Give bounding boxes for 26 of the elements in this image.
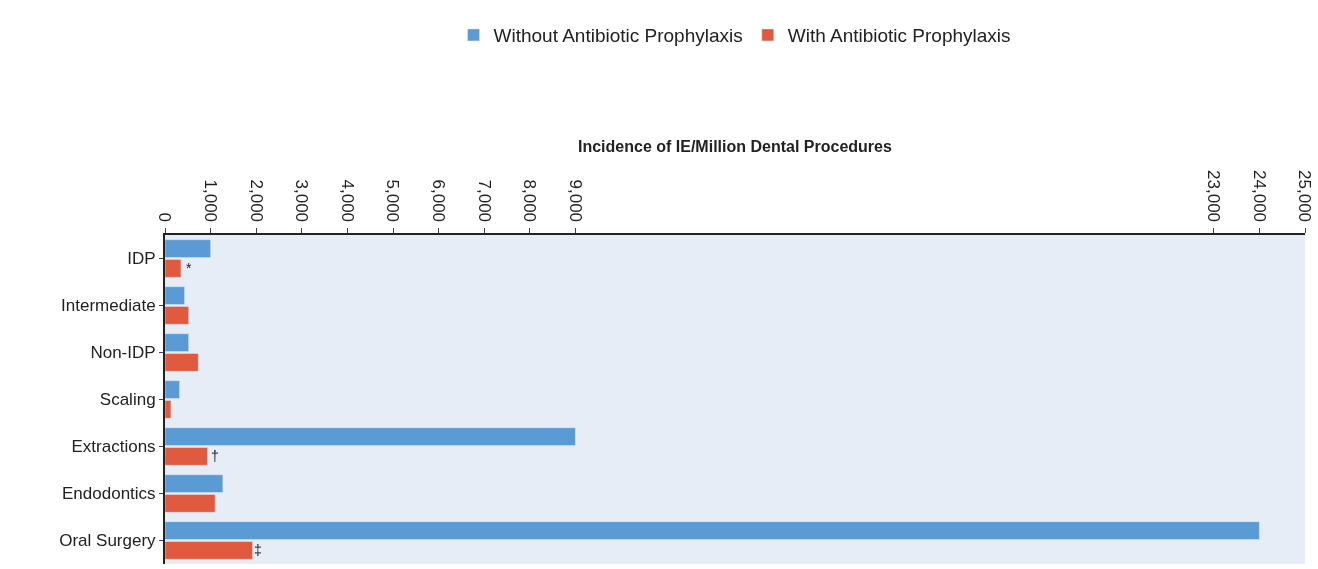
y-tick-label: Non-IDP <box>90 343 156 363</box>
x-tick-label: 25,000 <box>1295 170 1315 223</box>
annotation: * <box>186 260 192 276</box>
y-tick-label: Endodontics <box>62 484 156 504</box>
x-tick-label: 3,000 <box>292 179 312 223</box>
x-tick-label: 9,000 <box>565 179 585 223</box>
x-tick-label: 2,000 <box>246 179 266 223</box>
legend-label: With Antibiotic Prophylaxis <box>787 25 1011 47</box>
annotation: † <box>211 448 219 464</box>
y-tick-label: IDP <box>127 249 156 269</box>
x-tick-label: 23,000 <box>1204 170 1224 223</box>
x-tick-label: 5,000 <box>383 179 403 223</box>
y-tick-label: Extractions <box>71 437 156 457</box>
x-tick-label: 7,000 <box>474 179 494 223</box>
x-axis-title: Incidence of IE/Million Dental Procedures <box>578 138 892 155</box>
x-tick-label: 6,000 <box>429 179 449 223</box>
x-tick-label: 24,000 <box>1249 170 1269 223</box>
annotation: ‡ <box>254 542 262 558</box>
x-tick-label: 0 <box>155 212 175 223</box>
y-tick-label: Oral Surgery <box>59 531 157 551</box>
x-tick-label: 1,000 <box>201 179 221 223</box>
x-tick-label: 4,000 <box>337 179 357 223</box>
legend-label: Without Antibiotic Prophylaxis <box>493 25 743 47</box>
y-tick-label: Scaling <box>99 390 156 410</box>
y-tick-label: Intermediate <box>61 296 156 316</box>
x-tick-label: 8,000 <box>520 179 540 223</box>
